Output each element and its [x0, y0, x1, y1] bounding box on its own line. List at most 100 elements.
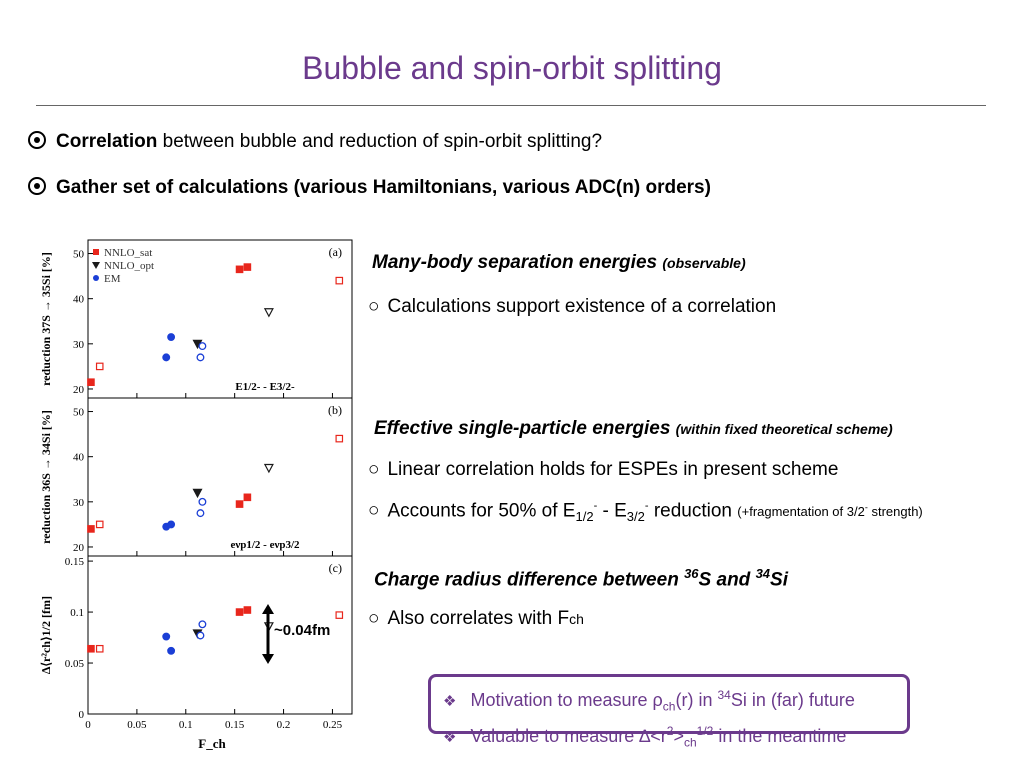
- legend-label: NNLO_sat: [104, 247, 152, 259]
- heading-note: (within fixed theoretical scheme): [675, 421, 893, 437]
- circle-bullet-icon: [28, 131, 46, 149]
- hollow-circle-icon: ○: [368, 500, 380, 522]
- x-axis-label: F_ch: [198, 736, 226, 751]
- item-text: Linear correlation holds for ESPEs in pr…: [387, 459, 839, 480]
- em-point: [167, 520, 176, 529]
- item-sub: ch: [569, 611, 584, 627]
- sub-item-calculations: ○ Calculations support existence of a cor…: [368, 296, 776, 318]
- em-point: [196, 631, 205, 640]
- x-tick-label: 0.15: [225, 719, 245, 731]
- nnlo-opt-point: [263, 308, 274, 318]
- line-sup: 34: [717, 688, 731, 702]
- legend-marker: [92, 262, 100, 269]
- line-text-e: Si in (far) future: [730, 690, 855, 710]
- bullet-bold: Correlation: [56, 131, 158, 152]
- bullet-text: between bubble and reduction of spin-orb…: [157, 131, 603, 152]
- em-point: [162, 353, 171, 362]
- heading-text: Effective single-particle energies: [374, 418, 671, 439]
- heading-text-c: Si: [770, 569, 788, 591]
- item-text: Also correlates with F: [387, 608, 570, 629]
- em-point: [198, 342, 207, 351]
- section-many-body-heading: Many-body separation energies (observabl…: [372, 252, 746, 274]
- y-tick-label: 0: [79, 709, 85, 721]
- nnlo-sat-point: [235, 608, 244, 616]
- diamond-bullet-icon: ❖: [443, 728, 457, 746]
- y-tick-label: 40: [73, 452, 85, 464]
- em-point: [196, 509, 205, 518]
- line-text: Motivation to measure ρ: [470, 690, 663, 710]
- panel-tag: (c): [329, 561, 342, 575]
- em-point: [167, 646, 176, 655]
- panel-tag: (a): [329, 245, 342, 259]
- diamond-bullet-icon: ❖: [443, 693, 457, 710]
- item-text: Calculations support existence of a corr…: [387, 296, 777, 317]
- sub-item-accounts: ○ Accounts for 50% of E1/2- - E3/2- reduc…: [368, 500, 923, 525]
- y-tick-label: 20: [73, 542, 85, 554]
- summary-line-motivation: ❖ Motivation to measure ρch(r) in 34Si in…: [443, 683, 897, 719]
- hollow-circle-icon: ○: [368, 459, 380, 480]
- y-axis-label: ∆⟨r²ch⟩1/2 [fm]: [39, 596, 53, 674]
- section-charge-radius-heading: Charge radius difference between 36S and…: [374, 566, 788, 591]
- x-tick-label: 0.25: [323, 719, 343, 731]
- sub-item-correlates: ○ Also correlates with Fch: [368, 608, 584, 630]
- summary-box: ❖ Motivation to measure ρch(r) in 34Si in…: [428, 674, 910, 749]
- legend-label: EM: [104, 273, 121, 285]
- nnlo-sat-point: [95, 362, 104, 371]
- double-arrow-icon: [262, 604, 274, 664]
- legend-label: NNLO_opt: [104, 260, 154, 272]
- nnlo-sat-point: [95, 520, 104, 529]
- circle-bullet-icon: [28, 177, 46, 195]
- panel-tag: (b): [328, 403, 342, 417]
- panel-annotation: eνp1/2 - eνp3/2: [230, 539, 300, 551]
- y-tick-label: 0.1: [70, 607, 84, 619]
- heading-note: (observable): [662, 255, 746, 271]
- hollow-circle-icon: ○: [368, 296, 380, 317]
- y-axis-label: reduction 36S → 34Si [%]: [39, 410, 53, 544]
- line-sup: 2: [666, 723, 674, 738]
- em-point: [198, 497, 207, 506]
- x-tick-label: 0.2: [277, 719, 291, 731]
- nnlo-sat-point: [87, 644, 95, 653]
- panel-annotation: E1/2- - E3/2-: [235, 381, 295, 393]
- arrow-label: ~0.04fm: [274, 622, 331, 639]
- line-text-c: (r) in: [675, 690, 718, 710]
- heading-text-a: Charge radius difference between: [374, 569, 685, 591]
- nnlo-sat-point: [243, 493, 252, 502]
- bullet-calculations: Gather set of calculations (various Hami…: [28, 177, 711, 199]
- y-tick-label: 50: [73, 249, 85, 261]
- scatter-figure: 20 30 40 50 (a) reduction 37S → 35Si [%] E1/2-…: [30, 232, 370, 752]
- heading-text-b: S and: [698, 569, 756, 591]
- x-tick-label: 0.05: [127, 719, 147, 731]
- title-divider: [36, 105, 986, 106]
- nnlo-sat-point: [87, 525, 95, 533]
- y-tick-label: 50: [73, 407, 85, 419]
- em-point: [167, 333, 176, 342]
- hollow-circle-icon: ○: [368, 608, 380, 629]
- y-axis-label: reduction 37S → 35Si [%]: [39, 252, 53, 386]
- item-note: (+fragmentation of 3/2- strength): [737, 503, 923, 520]
- nnlo-opt-point: [263, 463, 274, 474]
- note-a: (+fragmentation of 3/2: [737, 504, 865, 520]
- slide-title: Bubble and spin-orbit splitting: [302, 50, 722, 86]
- item-text-b: - E: [597, 500, 627, 522]
- scatter-plot-svg: 20 30 40 50 (a) reduction 37S → 35Si [%] E1/2-…: [39, 239, 353, 751]
- sub-item-linear: ○ Linear correlation holds for ESPEs in p…: [368, 459, 838, 481]
- legend-marker: [93, 275, 99, 281]
- note-b: strength): [867, 504, 923, 520]
- line-sub: ch: [662, 699, 676, 714]
- nnlo-sat-point: [235, 265, 244, 274]
- line-text: Valuable to measure ∆<r: [470, 725, 667, 746]
- nnlo-sat-point: [335, 434, 344, 443]
- nnlo-sat-point: [335, 611, 344, 619]
- summary-line-valuable: ❖ Valuable to measure ∆<r2>ch1/2 in the m…: [443, 719, 897, 755]
- y-tick-label: 0.05: [65, 658, 85, 670]
- section-espe-heading: Effective single-particle energies (with…: [374, 418, 893, 440]
- line-text-f: in the meantime: [713, 725, 847, 746]
- legend-marker: [93, 249, 99, 255]
- y-tick-label: 0.15: [65, 556, 85, 568]
- y-tick-label: 30: [73, 339, 85, 351]
- item-text: Accounts for 50% of E: [387, 500, 576, 522]
- panel-frame: [87, 397, 353, 557]
- item-text-c: reduction: [648, 500, 732, 522]
- em-point: [196, 353, 205, 362]
